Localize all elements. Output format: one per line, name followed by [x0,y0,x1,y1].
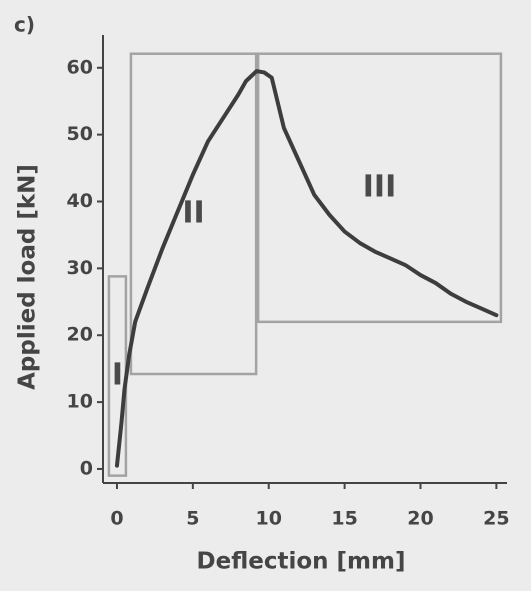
region-label: I [112,358,123,393]
y-tick-label: 40 [67,190,93,212]
x-tick-label: 25 [483,508,509,530]
data-line [114,69,499,468]
x-tick-label: 5 [186,508,199,530]
region-box [256,52,503,324]
x-tick-label: 0 [110,508,123,530]
x-tick-label: 15 [331,508,357,530]
y-axis-label: Applied load [kN] [15,164,41,390]
x-tick-label: 10 [256,508,282,530]
y-tick-label: 20 [67,324,93,346]
x-tick-label: 20 [407,508,433,530]
x-axis-label: Deflection [mm] [197,549,406,575]
region-box [129,52,258,376]
y-tick-label: 0 [80,457,93,479]
region-label: III [363,169,397,204]
y-tick-label: 50 [67,123,93,145]
y-tick-label: 60 [67,56,93,78]
y-tick-label: 10 [67,391,93,413]
y-tick-label: 30 [67,257,93,279]
region-label: II [182,195,204,230]
panel-label: c) [14,13,35,37]
